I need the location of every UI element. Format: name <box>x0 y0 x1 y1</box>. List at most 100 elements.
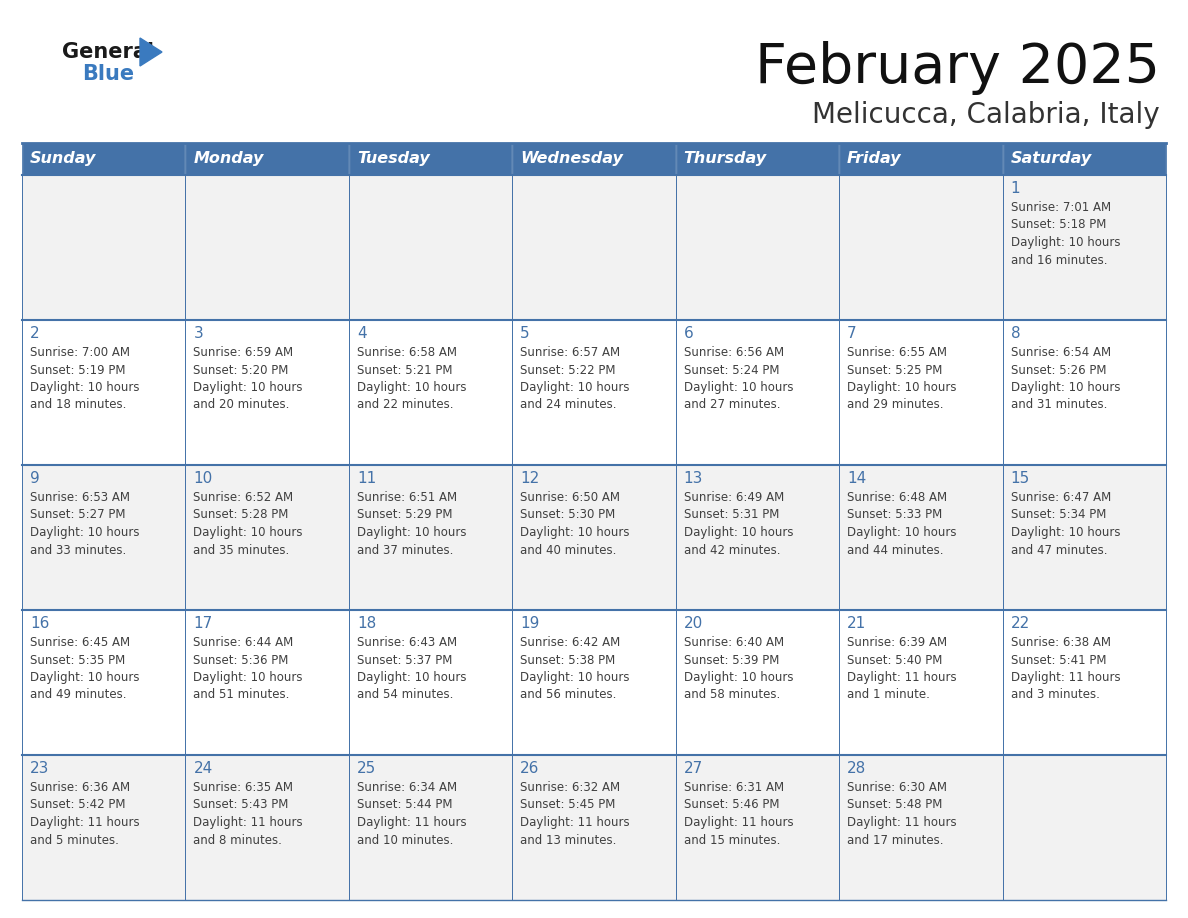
Text: Sunrise: 6:30 AM: Sunrise: 6:30 AM <box>847 781 947 794</box>
Text: Sunset: 5:27 PM: Sunset: 5:27 PM <box>30 509 126 521</box>
Text: 14: 14 <box>847 471 866 486</box>
Text: 11: 11 <box>356 471 377 486</box>
Text: Daylight: 10 hours: Daylight: 10 hours <box>684 526 794 539</box>
Bar <box>1003 465 1165 610</box>
Text: Sunset: 5:37 PM: Sunset: 5:37 PM <box>356 654 453 666</box>
Text: and 51 minutes.: and 51 minutes. <box>194 688 290 701</box>
Text: 17: 17 <box>194 616 213 631</box>
Text: 13: 13 <box>684 471 703 486</box>
Bar <box>839 143 1003 175</box>
Text: Sunrise: 6:53 AM: Sunrise: 6:53 AM <box>30 491 129 504</box>
Bar <box>185 143 349 175</box>
Text: Daylight: 11 hours: Daylight: 11 hours <box>684 816 794 829</box>
Bar <box>23 143 185 175</box>
Text: 20: 20 <box>684 616 703 631</box>
Text: Sunrise: 6:59 AM: Sunrise: 6:59 AM <box>194 346 293 359</box>
Text: 19: 19 <box>520 616 539 631</box>
Text: 5: 5 <box>520 326 530 341</box>
Text: Thursday: Thursday <box>684 151 766 166</box>
Text: and 54 minutes.: and 54 minutes. <box>356 688 454 701</box>
Polygon shape <box>140 38 162 66</box>
Text: Daylight: 10 hours: Daylight: 10 hours <box>356 381 467 394</box>
Text: 4: 4 <box>356 326 366 341</box>
Text: and 56 minutes.: and 56 minutes. <box>520 688 617 701</box>
Bar <box>23 610 185 755</box>
Text: Blue: Blue <box>82 64 134 84</box>
Text: Daylight: 10 hours: Daylight: 10 hours <box>684 671 794 684</box>
Text: 3: 3 <box>194 326 203 341</box>
Bar <box>1003 175 1165 320</box>
Bar <box>23 175 185 320</box>
Text: Sunrise: 6:45 AM: Sunrise: 6:45 AM <box>30 636 131 649</box>
Text: Sunset: 5:22 PM: Sunset: 5:22 PM <box>520 364 615 376</box>
Text: Sunset: 5:38 PM: Sunset: 5:38 PM <box>520 654 615 666</box>
Text: Sunrise: 6:34 AM: Sunrise: 6:34 AM <box>356 781 457 794</box>
Bar <box>185 465 349 610</box>
Text: Melicucca, Calabria, Italy: Melicucca, Calabria, Italy <box>813 101 1159 129</box>
Text: General: General <box>62 42 154 62</box>
Text: Daylight: 10 hours: Daylight: 10 hours <box>356 526 467 539</box>
Text: Daylight: 11 hours: Daylight: 11 hours <box>30 816 140 829</box>
Bar <box>349 755 512 900</box>
Text: Sunset: 5:41 PM: Sunset: 5:41 PM <box>1011 654 1106 666</box>
Text: and 58 minutes.: and 58 minutes. <box>684 688 781 701</box>
Text: Sunrise: 7:01 AM: Sunrise: 7:01 AM <box>1011 201 1111 214</box>
Text: and 10 minutes.: and 10 minutes. <box>356 834 454 846</box>
Text: Sunset: 5:44 PM: Sunset: 5:44 PM <box>356 799 453 812</box>
Text: and 44 minutes.: and 44 minutes. <box>847 543 943 556</box>
Bar <box>512 465 676 610</box>
Text: Daylight: 10 hours: Daylight: 10 hours <box>520 381 630 394</box>
Text: Sunset: 5:31 PM: Sunset: 5:31 PM <box>684 509 779 521</box>
Text: Daylight: 11 hours: Daylight: 11 hours <box>847 816 956 829</box>
Text: 23: 23 <box>30 761 50 776</box>
Text: Saturday: Saturday <box>1011 151 1092 166</box>
Bar <box>23 465 185 610</box>
Text: Daylight: 11 hours: Daylight: 11 hours <box>1011 671 1120 684</box>
Text: 2: 2 <box>30 326 39 341</box>
Text: Sunset: 5:35 PM: Sunset: 5:35 PM <box>30 654 125 666</box>
Text: Daylight: 10 hours: Daylight: 10 hours <box>194 381 303 394</box>
Bar <box>349 320 512 465</box>
Bar <box>676 143 839 175</box>
Text: Daylight: 10 hours: Daylight: 10 hours <box>194 671 303 684</box>
Text: Sunrise: 6:48 AM: Sunrise: 6:48 AM <box>847 491 947 504</box>
Text: Sunrise: 6:50 AM: Sunrise: 6:50 AM <box>520 491 620 504</box>
Text: Monday: Monday <box>194 151 264 166</box>
Text: Sunset: 5:33 PM: Sunset: 5:33 PM <box>847 509 942 521</box>
Text: Sunset: 5:43 PM: Sunset: 5:43 PM <box>194 799 289 812</box>
Text: Sunrise: 6:36 AM: Sunrise: 6:36 AM <box>30 781 131 794</box>
Bar <box>512 755 676 900</box>
Text: Sunset: 5:28 PM: Sunset: 5:28 PM <box>194 509 289 521</box>
Text: and 15 minutes.: and 15 minutes. <box>684 834 781 846</box>
Text: and 24 minutes.: and 24 minutes. <box>520 398 617 411</box>
Text: Daylight: 11 hours: Daylight: 11 hours <box>520 816 630 829</box>
Text: Daylight: 10 hours: Daylight: 10 hours <box>520 526 630 539</box>
Text: Sunset: 5:46 PM: Sunset: 5:46 PM <box>684 799 779 812</box>
Text: Daylight: 10 hours: Daylight: 10 hours <box>356 671 467 684</box>
Text: and 27 minutes.: and 27 minutes. <box>684 398 781 411</box>
Text: and 22 minutes.: and 22 minutes. <box>356 398 454 411</box>
Text: and 42 minutes.: and 42 minutes. <box>684 543 781 556</box>
Text: and 18 minutes.: and 18 minutes. <box>30 398 126 411</box>
Text: Sunrise: 6:44 AM: Sunrise: 6:44 AM <box>194 636 293 649</box>
Bar <box>185 610 349 755</box>
Text: and 47 minutes.: and 47 minutes. <box>1011 543 1107 556</box>
Bar <box>349 143 512 175</box>
Text: Daylight: 10 hours: Daylight: 10 hours <box>847 526 956 539</box>
Text: and 20 minutes.: and 20 minutes. <box>194 398 290 411</box>
Text: Sunset: 5:36 PM: Sunset: 5:36 PM <box>194 654 289 666</box>
Text: Sunset: 5:45 PM: Sunset: 5:45 PM <box>520 799 615 812</box>
Text: Sunset: 5:48 PM: Sunset: 5:48 PM <box>847 799 942 812</box>
Bar <box>839 175 1003 320</box>
Text: Daylight: 10 hours: Daylight: 10 hours <box>520 671 630 684</box>
Text: Sunrise: 6:43 AM: Sunrise: 6:43 AM <box>356 636 457 649</box>
Text: 16: 16 <box>30 616 50 631</box>
Text: Sunset: 5:18 PM: Sunset: 5:18 PM <box>1011 218 1106 231</box>
Text: Daylight: 10 hours: Daylight: 10 hours <box>684 381 794 394</box>
Text: Daylight: 11 hours: Daylight: 11 hours <box>194 816 303 829</box>
Text: Daylight: 10 hours: Daylight: 10 hours <box>194 526 303 539</box>
Text: and 33 minutes.: and 33 minutes. <box>30 543 126 556</box>
Text: Sunrise: 6:32 AM: Sunrise: 6:32 AM <box>520 781 620 794</box>
Text: Sunrise: 7:00 AM: Sunrise: 7:00 AM <box>30 346 129 359</box>
Text: Sunset: 5:39 PM: Sunset: 5:39 PM <box>684 654 779 666</box>
